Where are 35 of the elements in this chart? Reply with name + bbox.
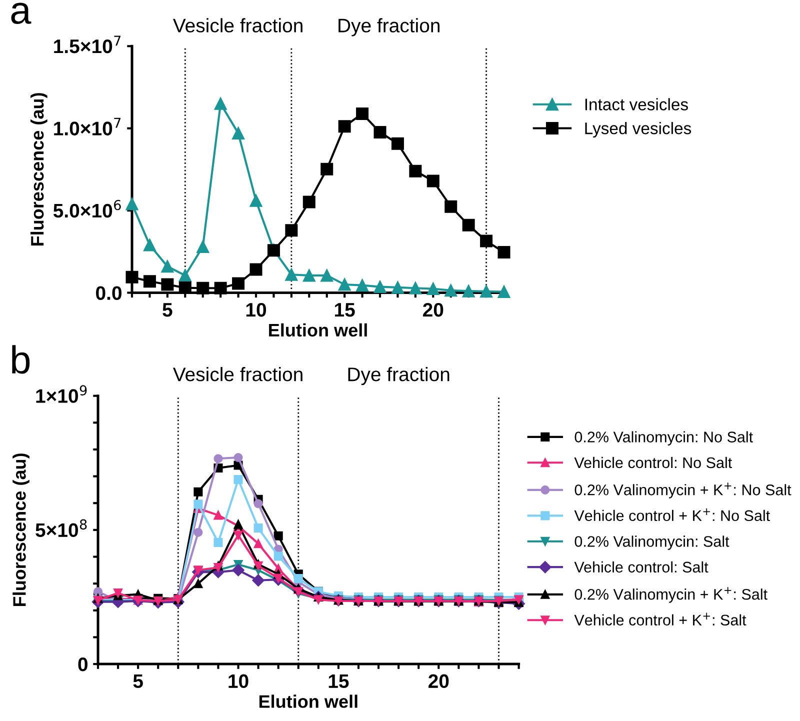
legend-label: 0.2% Valinomycin + K$^{+}$: No Salt <box>574 482 792 498</box>
legend-label: Vehicle control + K$^{+}$: Salt <box>574 612 746 626</box>
x-tick-label: 10 <box>228 674 248 688</box>
y-tick-label: 1.5×10$^{7}$ <box>54 36 121 54</box>
text: Vesicle fraction <box>172 366 302 382</box>
legend-label: Vehicle control: No Salt <box>574 456 732 468</box>
legend-label: Vehicle control: Salt <box>574 561 708 573</box>
legend-label: 0.2% Valinomycin: No Salt <box>574 431 753 446</box>
text: Vesicle fraction <box>172 18 302 32</box>
text: a <box>11 2 32 24</box>
y-tick-label: 5.0×10$^{6}$ <box>53 200 121 218</box>
legend-label: 0.2% Valinomycin + K$^{+}$: Salt <box>574 587 768 603</box>
x-tick-label: 20 <box>423 302 444 317</box>
y-tick-label: 1.0×10$^{7}$ <box>54 118 121 136</box>
text: Dye fraction <box>338 18 440 36</box>
legend-label: Lysed vesicles <box>585 122 692 138</box>
x-tick-label: 15 <box>334 303 355 317</box>
x-tick-label: 5 <box>162 303 172 317</box>
x-axis-title: Elution well <box>259 694 358 708</box>
y-tick-label: 0 <box>78 658 88 672</box>
y-tick-label: 0.0 <box>96 286 122 300</box>
legend-label: Vehicle control + K$^{+}$: No Salt <box>574 508 770 522</box>
x-tick-label: 5 <box>133 674 143 688</box>
y-axis-title: Fluorescence (au) <box>30 93 48 246</box>
legend-label: Intact vesicles <box>585 98 688 110</box>
y-axis-title: Fluorescence (au) <box>12 454 30 606</box>
y-tick-label: 1×10$^{9}$ <box>36 385 87 403</box>
x-tick-label: 20 <box>428 674 449 688</box>
y-tick-label: 5×10$^{8}$ <box>36 519 87 538</box>
text: Dye fraction <box>348 366 450 386</box>
legend-label: 0.2% Valinomycin: Salt <box>574 536 730 550</box>
x-axis-title: Elution well <box>269 323 367 337</box>
x-tick-label: 15 <box>328 674 349 688</box>
text: b <box>12 345 30 374</box>
x-tick-label: 10 <box>246 302 266 317</box>
